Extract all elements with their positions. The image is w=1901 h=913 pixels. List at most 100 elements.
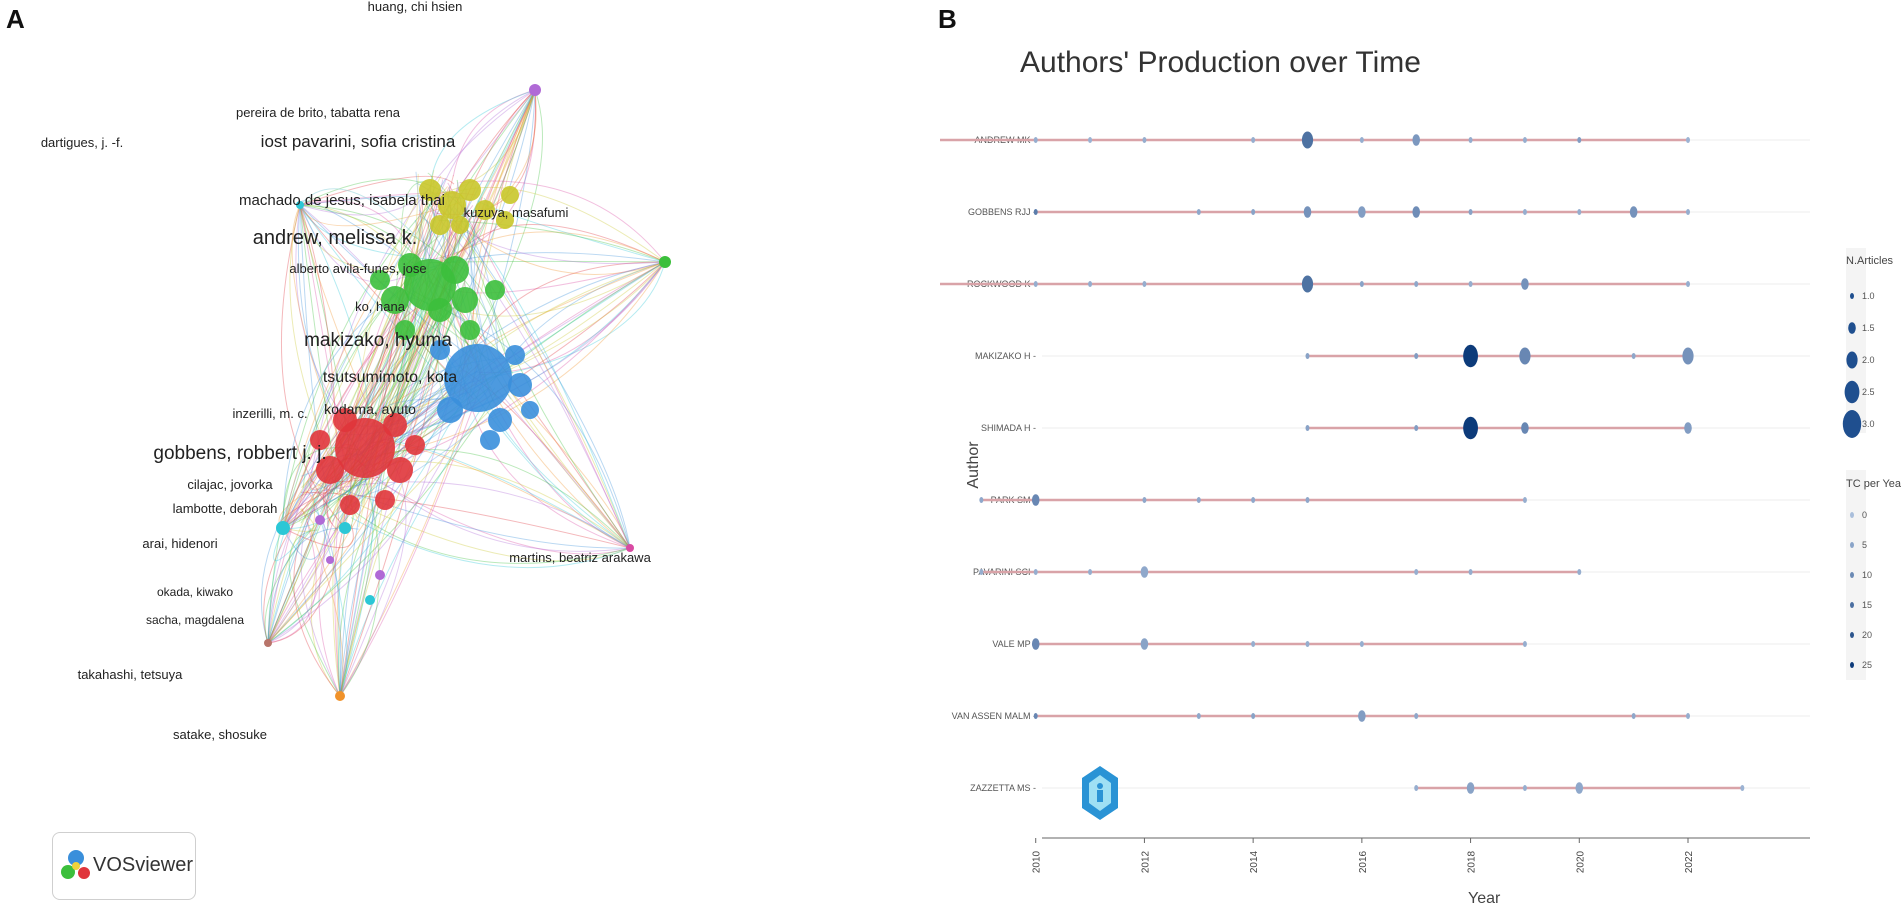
author-tick-label: VAN ASSEN MALM - xyxy=(952,711,1036,721)
production-point xyxy=(1033,713,1038,719)
network-node xyxy=(339,522,351,534)
network-edge xyxy=(357,468,631,555)
production-point xyxy=(1196,209,1201,215)
production-point xyxy=(979,497,984,503)
legend-articles-label: 3.0 xyxy=(1862,419,1875,429)
production-point xyxy=(1251,713,1256,719)
production-point xyxy=(1358,710,1366,722)
legend-tc-swatch xyxy=(1850,572,1854,578)
network-edge xyxy=(310,426,342,490)
network-node xyxy=(395,320,415,340)
network-edge xyxy=(309,89,536,482)
production-point xyxy=(1686,713,1690,719)
network-edge xyxy=(267,272,424,644)
node-label: martins, beatriz arakawa xyxy=(509,550,651,565)
node-label: huang, chi hsien xyxy=(368,0,463,14)
legend-articles: N.Articles 1.0 1.5 2.0 2.5 3.0 xyxy=(1842,248,1894,438)
network-edge xyxy=(299,175,455,206)
network-edge xyxy=(374,261,666,444)
production-point xyxy=(1686,209,1690,215)
network-node xyxy=(428,298,452,322)
node-label: gobbens, robbert j. j. xyxy=(153,443,326,464)
node-label: takahashi, tetsuya xyxy=(78,667,184,682)
network-edge xyxy=(282,508,315,532)
production-point xyxy=(1140,566,1149,578)
network-edge xyxy=(301,481,631,549)
production-point xyxy=(1468,281,1473,287)
network-node xyxy=(375,490,395,510)
network-edge xyxy=(300,491,631,549)
x-tick-label: 2016 xyxy=(1358,850,1369,873)
badge-figure-body xyxy=(1097,790,1103,802)
network-node xyxy=(485,280,505,300)
network-edge xyxy=(400,180,424,265)
network-node xyxy=(444,344,512,412)
network-edge xyxy=(291,204,359,490)
network-node xyxy=(496,211,514,229)
network-edge xyxy=(282,492,329,529)
network-node xyxy=(430,340,450,360)
network-node xyxy=(335,418,395,478)
node-label: machado de jesus, isabela thai xyxy=(239,192,445,209)
network-edge xyxy=(282,175,442,529)
network-edge xyxy=(339,89,536,524)
network-edge xyxy=(282,186,448,529)
production-point xyxy=(1463,344,1478,368)
network-edge xyxy=(371,196,424,448)
network-node xyxy=(375,570,385,580)
legend-articles-label: 2.5 xyxy=(1862,387,1875,397)
production-point xyxy=(1466,782,1475,794)
network-edge xyxy=(267,523,326,644)
network-nodes xyxy=(264,84,671,701)
network-node xyxy=(430,215,450,235)
network-edge xyxy=(339,272,404,697)
network-node xyxy=(529,84,541,96)
legend-articles-label: 1.0 xyxy=(1862,291,1875,301)
production-point xyxy=(1468,569,1473,575)
node-label: cilajac, jovorka xyxy=(187,477,273,492)
network-edge xyxy=(505,383,631,549)
production-point xyxy=(1522,209,1527,215)
vosviewer-logo-text: VOSviewer xyxy=(93,854,194,876)
network-edge xyxy=(299,201,463,227)
production-point xyxy=(1631,713,1636,719)
network-edge xyxy=(301,507,344,697)
badge-figure xyxy=(1097,783,1103,789)
network-edge xyxy=(497,389,631,549)
network-edge xyxy=(454,89,543,376)
network-node xyxy=(488,408,512,432)
network-edge xyxy=(282,178,447,529)
legend-tc-title: TC per Year xyxy=(1846,478,1901,490)
network-edge xyxy=(434,200,631,549)
network-edge xyxy=(370,89,536,444)
network-edge xyxy=(396,268,455,379)
production-point xyxy=(1301,275,1314,293)
network-edge xyxy=(267,297,431,644)
legend-articles-swatch xyxy=(1850,293,1854,299)
network-edge xyxy=(432,89,536,196)
network-node xyxy=(310,430,330,450)
network-edge xyxy=(299,204,463,401)
network-edge xyxy=(472,89,536,381)
legend-articles-swatch xyxy=(1842,410,1862,438)
x-tick-label: 2018 xyxy=(1467,850,1478,873)
chart-gridlines xyxy=(1042,139,1810,789)
production-point xyxy=(1359,281,1364,287)
network-edge xyxy=(364,304,422,427)
network-edge xyxy=(438,89,536,265)
node-label: inzerilli, m. c. xyxy=(232,406,307,421)
network-node xyxy=(276,521,290,535)
network-edge xyxy=(447,182,631,549)
network-edge xyxy=(310,450,363,697)
production-point xyxy=(1088,281,1093,287)
network-edge xyxy=(260,430,340,644)
production-point xyxy=(1305,641,1310,647)
network-edge xyxy=(282,520,330,560)
network-node xyxy=(505,345,525,365)
x-axis: 20082010201220142016201820202022 xyxy=(1032,837,1810,873)
network-node xyxy=(387,457,413,483)
production-point xyxy=(1522,641,1527,647)
network-node xyxy=(365,595,375,605)
coauthorship-network: huang, chi hsien pereira de brito, tabatt… xyxy=(41,0,671,742)
production-point xyxy=(1521,422,1529,434)
